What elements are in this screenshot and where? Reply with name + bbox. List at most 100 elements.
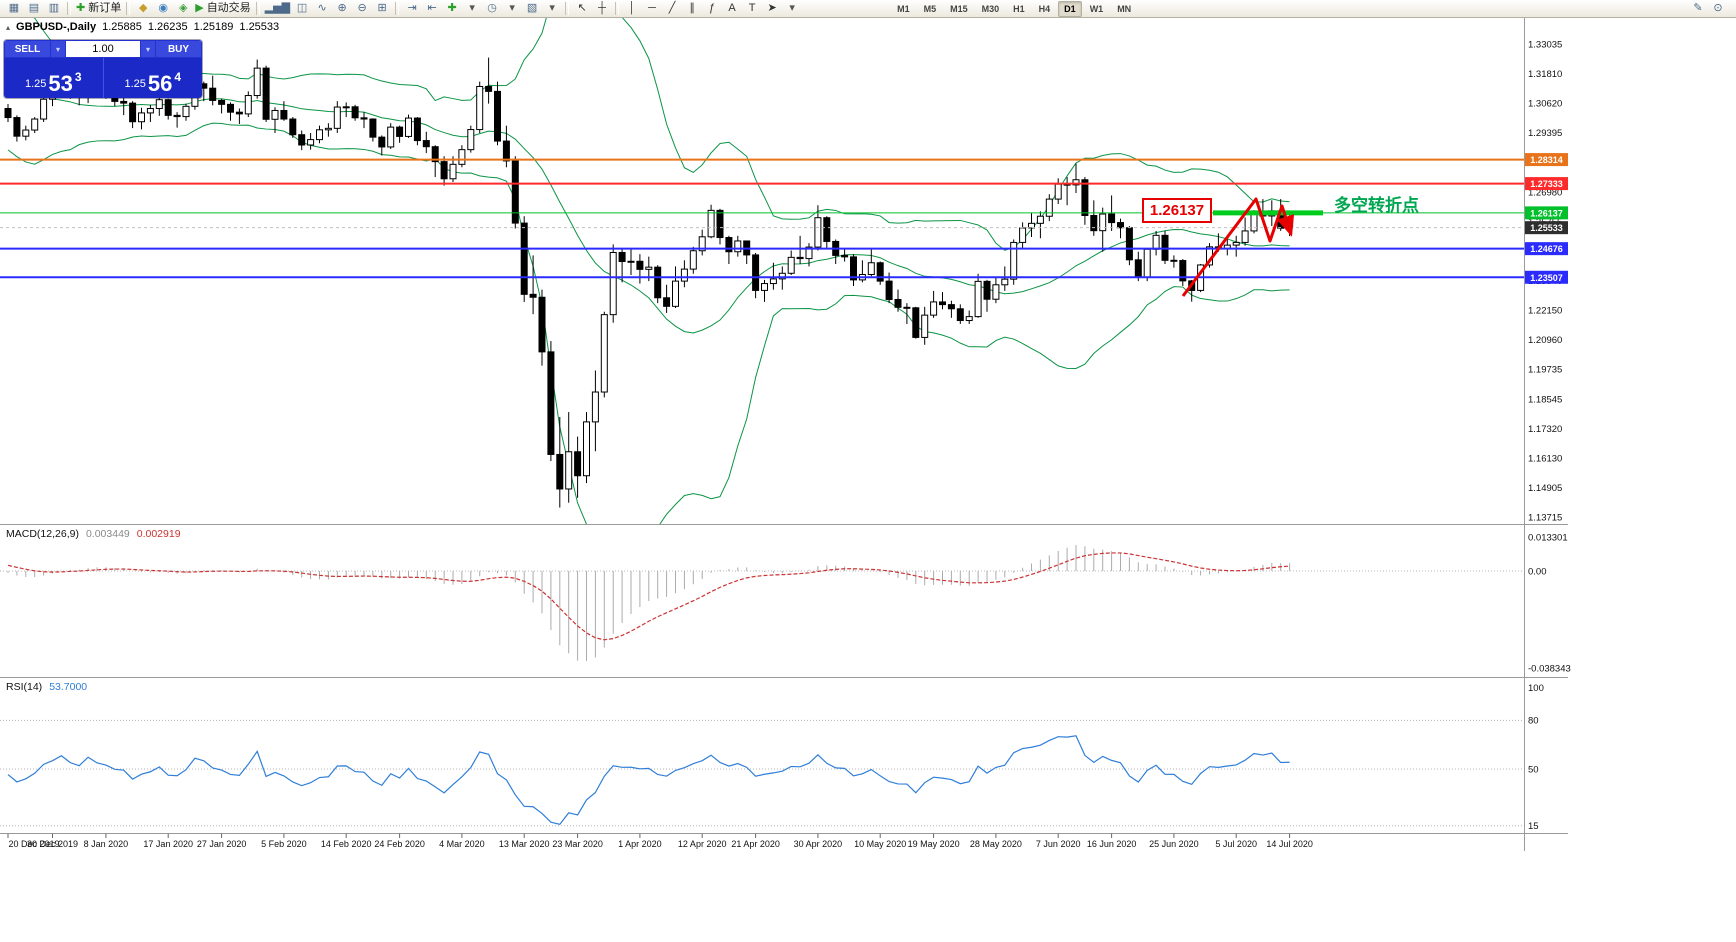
auto-scroll-icon[interactable]: ⇥: [407, 2, 417, 14]
arrows-dropdown-icon[interactable]: ▾: [789, 2, 795, 14]
buy-button[interactable]: BUY: [156, 41, 201, 57]
buy-price-button[interactable]: 1.25 56 4: [104, 58, 203, 98]
pivot-annotation-text[interactable]: 多空转折点: [1334, 196, 1419, 215]
price-flag-label[interactable]: 1.26137: [1142, 198, 1212, 223]
crosshair-icon[interactable]: ┼: [598, 2, 606, 14]
candle-body: [974, 280, 982, 318]
candle-body: [885, 280, 893, 300]
svg-text:1.33035: 1.33035: [1528, 40, 1562, 51]
candle-body: [280, 109, 288, 120]
level-lines[interactable]: [0, 158, 1524, 279]
navigator-icon[interactable]: ◈: [178, 2, 188, 14]
svg-text:4 Mar 2020: 4 Mar 2020: [439, 839, 485, 849]
fibonacci-icon[interactable]: ƒ: [709, 2, 716, 14]
svg-text:15: 15: [1528, 821, 1539, 832]
tile-windows-icon[interactable]: ⊞: [377, 2, 387, 14]
indicators-icon[interactable]: ✚: [447, 2, 457, 14]
candle-body: [13, 117, 21, 137]
candle-body: [164, 99, 172, 116]
one-click-collapse-icon[interactable]: ▴: [6, 23, 11, 32]
candle-body: [1081, 179, 1089, 216]
text-icon[interactable]: A: [728, 2, 736, 14]
candle-body: [778, 272, 786, 280]
candle-body: [244, 95, 252, 115]
timeframe-mn-button[interactable]: MN: [1117, 3, 1132, 14]
periods-dropdown-icon[interactable]: ▾: [509, 2, 515, 14]
profiles-icon[interactable]: ▤: [28, 2, 40, 14]
periods-icon[interactable]: ◷: [487, 2, 497, 14]
zoom-out-icon[interactable]: ⊖: [357, 2, 367, 14]
templates-icon[interactable]: ▧: [526, 2, 538, 14]
timeframe-m5-button[interactable]: M5: [923, 3, 937, 14]
toolbox-icon[interactable]: ▥: [48, 2, 60, 14]
candle-body: [405, 117, 412, 137]
candle-body: [867, 262, 875, 276]
svg-text:1.23507: 1.23507: [1530, 273, 1563, 283]
macd-axis-labels: 0.013301 0.00 -0.038343: [1528, 533, 1571, 675]
candle-body: [645, 266, 653, 270]
trendline-icon[interactable]: ╱: [668, 2, 676, 14]
candle-body: [227, 103, 234, 113]
candle-body: [529, 293, 537, 298]
timeframe-d1-button[interactable]: D1: [1058, 0, 1082, 17]
vertical-line-icon[interactable]: │: [628, 2, 636, 14]
rsi-label: RSI(14) 53.7000: [6, 681, 87, 693]
buy-price-main: 1.25: [124, 78, 146, 90]
svg-text:80: 80: [1528, 716, 1539, 727]
horizontal-line-icon[interactable]: ─: [648, 2, 656, 14]
new-chart-icon[interactable]: ▦: [8, 2, 20, 14]
candle-body: [992, 284, 1000, 300]
sell-button[interactable]: SELL: [5, 41, 50, 57]
volume-options-button[interactable]: ▾: [141, 41, 155, 57]
candle-body: [138, 112, 145, 123]
zoom-in-icon[interactable]: ⊕: [337, 2, 347, 14]
candle-body: [600, 314, 608, 393]
candle-body: [369, 118, 377, 138]
sell-price-button[interactable]: 1.25 53 3: [4, 58, 104, 98]
new-order-button[interactable]: ✚ 新订单: [76, 2, 122, 14]
svg-text:100: 100: [1528, 683, 1544, 694]
candle-body: [1143, 248, 1151, 278]
svg-text:1.27333: 1.27333: [1530, 179, 1563, 189]
indicators-dropdown-icon[interactable]: ▾: [469, 2, 475, 14]
templates-dropdown-icon[interactable]: ▾: [549, 2, 555, 14]
svg-text:28 May 2020: 28 May 2020: [970, 839, 1022, 849]
timeframe-h1-button[interactable]: H1: [1013, 3, 1025, 14]
volume-input[interactable]: [66, 41, 140, 57]
svg-text:5 Jul 2020: 5 Jul 2020: [1215, 839, 1257, 849]
candle-body: [716, 209, 724, 239]
timeframe-m1-button[interactable]: M1: [897, 3, 910, 14]
trend-arrow[interactable]: [1181, 197, 1295, 297]
timeframe-w1-button[interactable]: W1: [1089, 3, 1104, 14]
line-chart-mode-icon[interactable]: ∿: [317, 2, 327, 14]
timeframe-m30-button[interactable]: M30: [981, 3, 1000, 14]
candlestick-mode-icon[interactable]: ◫: [296, 2, 308, 14]
arrows-icon[interactable]: ➤: [767, 2, 777, 14]
svg-text:1.17320: 1.17320: [1528, 424, 1562, 435]
channel-icon[interactable]: ∥: [689, 2, 695, 14]
edit-icon[interactable]: ✎: [1693, 2, 1703, 14]
timeframe-m15-button[interactable]: M15: [950, 3, 968, 14]
chart-shift-icon[interactable]: ⇤: [427, 2, 437, 14]
candle-body: [734, 240, 742, 253]
search-icon[interactable]: ⊙: [1713, 2, 1723, 14]
candle-body: [1117, 222, 1124, 229]
candle-body: [850, 256, 857, 281]
candle-body: [324, 127, 332, 131]
candle-body: [342, 106, 350, 109]
timeframe-h4-button[interactable]: H4: [1038, 3, 1051, 14]
candle-body: [289, 118, 297, 136]
sell-options-button[interactable]: ▾: [51, 41, 65, 57]
label-icon[interactable]: T: [748, 2, 756, 14]
market-watch-icon[interactable]: ◉: [158, 2, 169, 14]
toolbar-right: ✎ ⊙: [1688, 1, 1728, 17]
autotrade-button[interactable]: ▶ 自动交易: [195, 2, 251, 14]
bar-chart-mode-icon[interactable]: ▂▅▇: [264, 2, 291, 14]
toolbar-main: ▦ ▤ ▥ ✚ 新订单 ◆ ◉ ◈ ▶ 自动交易 ▂▅▇ ◫ ∿ ⊕ ⊖ ⊞ ⇥ ⇤ ✚ ▾ ◷ ▾ ▧ ▾ ↖ ┼ │ ─ ╱ ∥ ƒ A T…: [4, 1, 802, 17]
cursor-icon[interactable]: ↖: [577, 2, 587, 14]
svg-text:21 Apr 2020: 21 Apr 2020: [731, 839, 780, 849]
mql-editor-icon[interactable]: ◆: [138, 2, 148, 14]
svg-text:1.19735: 1.19735: [1528, 365, 1562, 376]
